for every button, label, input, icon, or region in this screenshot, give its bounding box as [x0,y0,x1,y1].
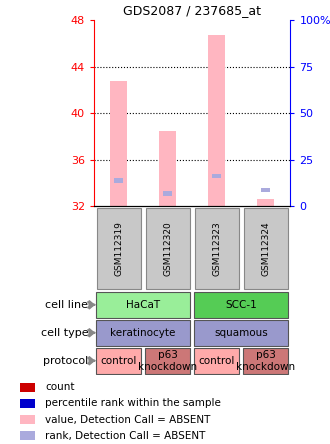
Bar [146,208,190,289]
Polygon shape [89,301,94,309]
Bar [257,199,275,206]
Text: cell line: cell line [45,300,88,310]
Text: keratinocyte: keratinocyte [111,328,176,338]
Text: control: control [100,356,137,366]
Bar [163,191,172,196]
Bar [145,348,190,373]
Text: rank, Detection Call = ABSENT: rank, Detection Call = ABSENT [45,431,205,441]
Text: count: count [45,382,74,392]
Text: GSM112319: GSM112319 [114,221,123,276]
Bar [212,174,221,178]
Bar [19,415,35,424]
Bar [19,432,35,440]
Text: HaCaT: HaCaT [126,300,160,310]
Bar [194,348,239,373]
Text: cell type: cell type [41,328,88,338]
Bar [194,292,288,317]
Text: p63
knockdown: p63 knockdown [138,350,197,372]
Text: value, Detection Call = ABSENT: value, Detection Call = ABSENT [45,415,210,425]
Bar [261,188,270,193]
Polygon shape [89,329,94,337]
Text: GSM112323: GSM112323 [212,221,221,276]
Text: protocol: protocol [43,356,88,366]
Text: squamous: squamous [214,328,268,338]
Bar [195,208,239,289]
Bar [243,348,288,373]
Polygon shape [89,357,94,365]
Text: GSM112320: GSM112320 [163,221,172,276]
Text: control: control [199,356,235,366]
Bar [96,292,190,317]
Text: p63
knockdown: p63 knockdown [236,350,295,372]
Text: percentile rank within the sample: percentile rank within the sample [45,398,221,408]
Bar [96,348,141,373]
Text: GSM112324: GSM112324 [261,221,270,276]
Bar [194,320,288,345]
Bar [114,178,123,183]
Title: GDS2087 / 237685_at: GDS2087 / 237685_at [123,4,261,17]
Bar [19,399,35,408]
Bar [159,131,176,206]
Bar [19,383,35,392]
Text: SCC-1: SCC-1 [225,300,257,310]
Bar [208,35,225,206]
Bar [96,208,141,289]
Bar [244,208,288,289]
Bar [96,320,190,345]
Bar [110,81,127,206]
